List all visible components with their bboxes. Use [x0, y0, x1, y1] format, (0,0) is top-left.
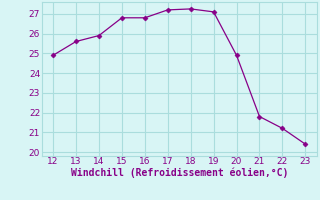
X-axis label: Windchill (Refroidissement éolien,°C): Windchill (Refroidissement éolien,°C)	[70, 168, 288, 178]
